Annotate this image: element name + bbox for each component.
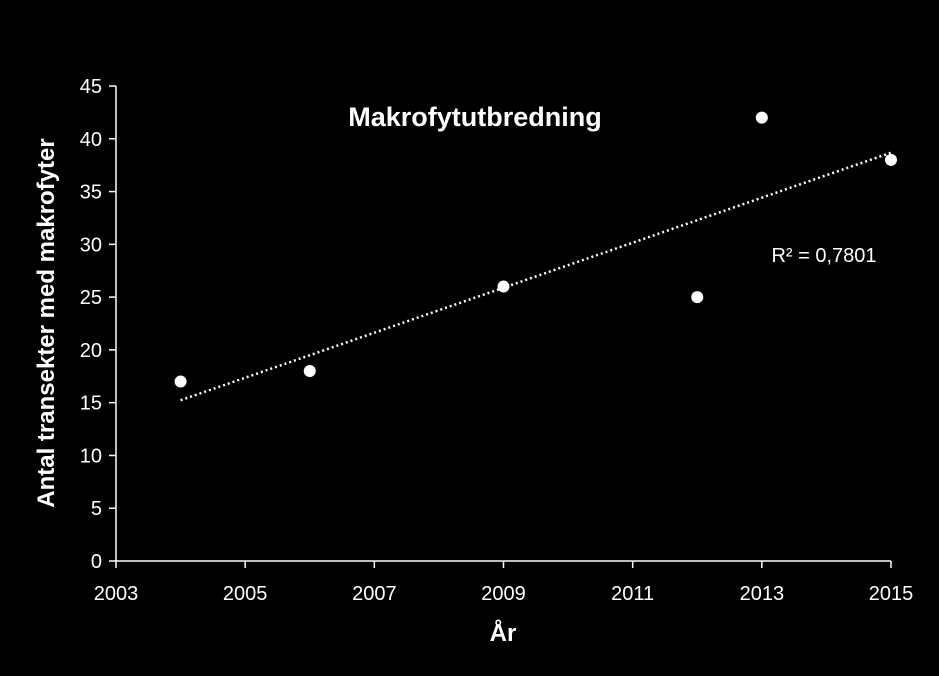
x-tick-label: 2005 [223,583,268,605]
y-tick-label: 25 [80,287,102,309]
data-point [691,291,704,304]
y-tick-label: 35 [80,182,102,204]
chart-title: Makrofytutbredning [348,102,602,132]
x-tick-label: 2015 [869,583,914,605]
data-point [755,111,768,124]
data-point [303,365,316,377]
y-tick-label: 10 [80,445,102,467]
y-tick-label: 5 [91,498,102,520]
y-tick-label: 15 [80,393,102,415]
x-tick-label: 2011 [611,583,654,605]
y-tick-label: 0 [91,551,102,573]
y-tick-label: 40 [80,129,102,151]
x-tick-label: 2013 [740,583,785,605]
trendline [180,151,892,402]
r-squared-label: R² = 0,7801 [771,245,876,267]
y-tick-label: 45 [80,76,102,98]
x-tick-label: 2009 [481,583,526,605]
data-point [174,375,187,388]
x-axis-title: År [490,619,517,647]
x-tick-label: 2003 [94,583,139,605]
y-axis-title: Antal transekter med makrofyter [33,138,60,507]
x-tick-label: 2007 [352,583,397,605]
y-tick-label: 30 [80,234,102,256]
data-point [885,153,897,166]
data-point [497,280,510,293]
y-tick-label: 20 [80,340,102,362]
